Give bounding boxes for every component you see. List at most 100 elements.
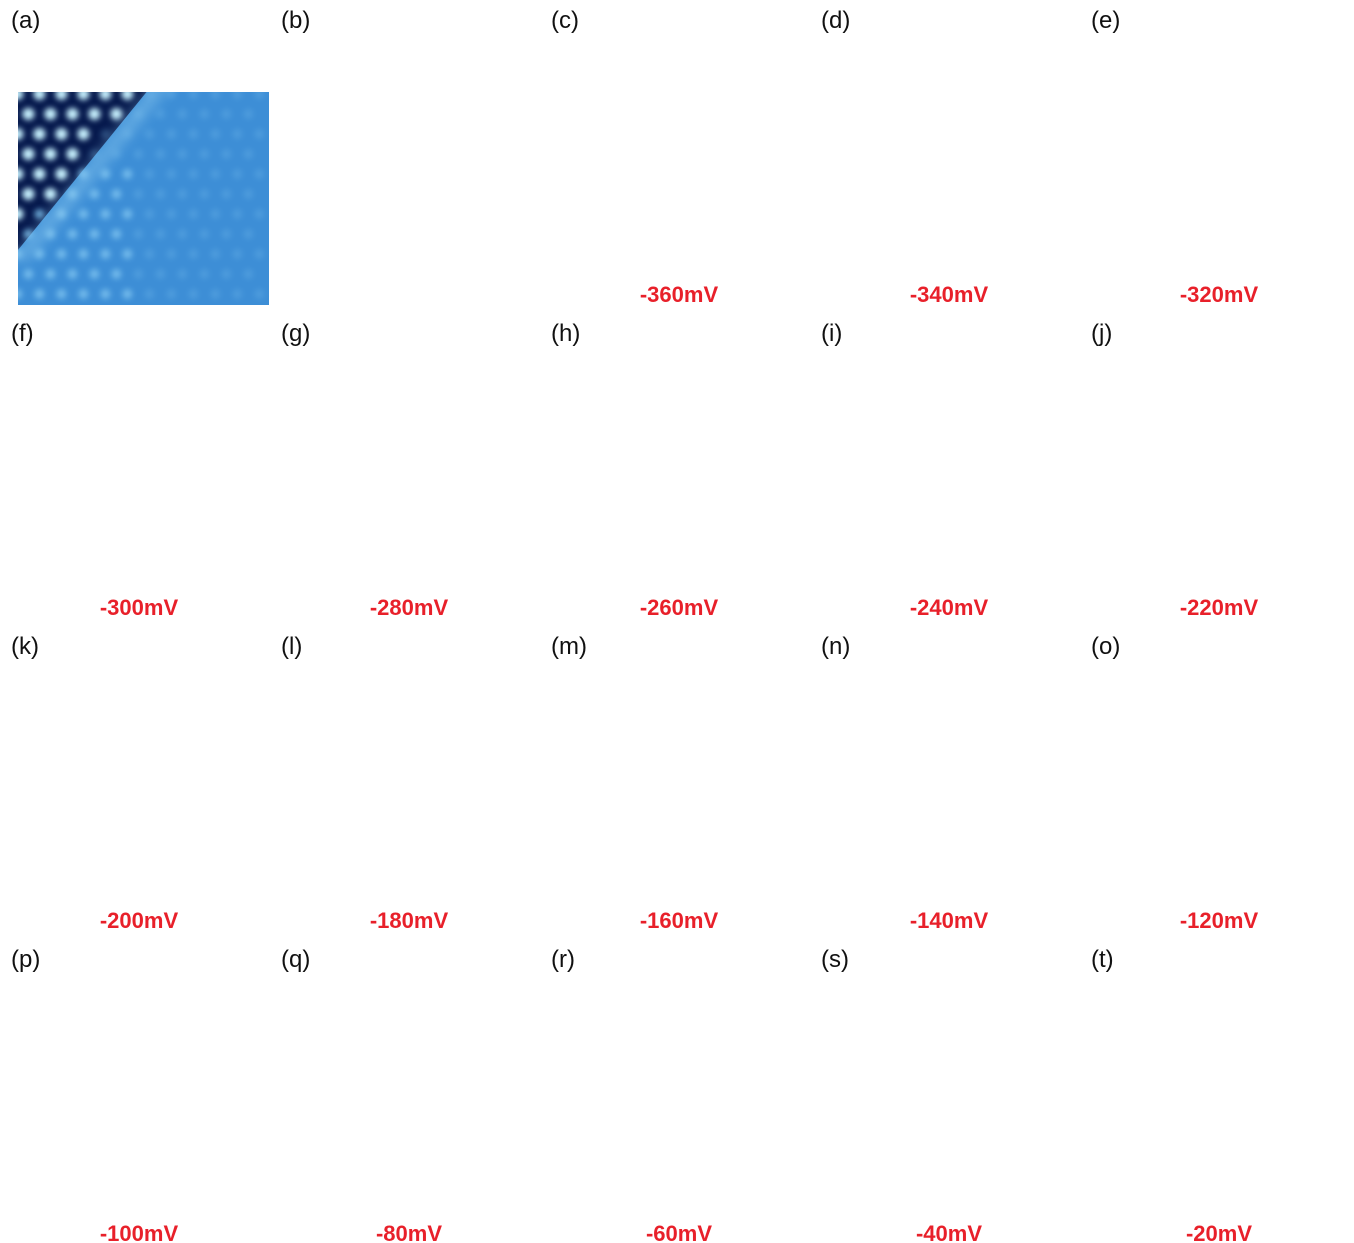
atom — [210, 129, 220, 139]
bright-spot — [351, 426, 371, 446]
step-edge-marker — [19, 997, 149, 1150]
bright-spot — [662, 410, 682, 430]
atom — [33, 168, 45, 180]
dark-region — [549, 672, 722, 931]
bright-spot — [174, 572, 216, 614]
atom — [210, 209, 220, 219]
atom — [491, 229, 501, 239]
stm-image — [549, 359, 823, 629]
atom — [22, 148, 34, 160]
atom — [155, 189, 165, 199]
bias-label: -280mV — [370, 595, 449, 620]
bright-spot — [1205, 801, 1240, 836]
panel-label: (e) — [1091, 7, 1120, 34]
bright-spot — [977, 112, 1019, 154]
bright-spot — [366, 550, 393, 577]
dark-region — [819, 46, 944, 234]
bright-spot — [866, 1109, 896, 1139]
bright-spot — [769, 846, 798, 875]
bright-spot — [520, 857, 547, 884]
atom — [326, 249, 336, 259]
bias-label: -200mV — [100, 908, 179, 933]
atom — [254, 289, 264, 299]
image-background — [279, 46, 539, 305]
atom — [337, 229, 347, 239]
atom — [414, 129, 424, 139]
atom — [359, 149, 369, 159]
step-edge-marker — [559, 58, 689, 211]
atom — [293, 269, 303, 279]
atom — [513, 109, 523, 119]
bright-spot — [140, 434, 176, 470]
atom — [425, 69, 435, 79]
atom — [221, 269, 231, 279]
bias-label: -60mV — [646, 1221, 712, 1243]
atom — [44, 148, 56, 160]
bright-spot — [1286, 1101, 1319, 1134]
atom — [392, 289, 402, 299]
atom — [348, 209, 358, 219]
bright-spot — [663, 153, 703, 193]
bright-spot — [489, 1082, 525, 1118]
atom — [303, 48, 315, 60]
dark-region — [819, 672, 997, 931]
atom — [469, 269, 479, 279]
bright-edge — [1176, 985, 1307, 1243]
atom — [232, 49, 242, 59]
atom — [111, 269, 121, 279]
bright-spot — [723, 527, 760, 564]
atom — [480, 209, 490, 219]
bright-spot — [184, 1186, 204, 1206]
atom — [210, 169, 220, 179]
atom — [34, 289, 44, 299]
bright-spot — [679, 812, 701, 834]
atom — [177, 109, 187, 119]
atom — [254, 209, 264, 219]
atom — [447, 149, 457, 159]
step-edge-marker — [289, 371, 419, 524]
atom — [11, 208, 23, 220]
bright-spot — [775, 555, 813, 593]
bright-spot — [967, 124, 997, 154]
atom — [281, 128, 293, 140]
bright-spot — [104, 1130, 144, 1170]
atom — [232, 129, 242, 139]
panel-label: (q) — [281, 946, 310, 973]
adatom — [1117, 1065, 1137, 1085]
bright-spot — [770, 882, 795, 907]
bright-spot — [1281, 195, 1302, 216]
bright-spot — [783, 832, 811, 860]
atom — [55, 88, 67, 100]
atom — [166, 89, 176, 99]
bright-spot — [1035, 108, 1075, 148]
bright-spot — [233, 1063, 261, 1091]
stm-image — [279, 359, 550, 620]
dark-region — [1089, 672, 1273, 931]
atom — [210, 249, 220, 259]
atom — [110, 68, 122, 80]
bright-spot — [98, 544, 139, 585]
bias-label: -220mV — [1180, 595, 1259, 620]
atom — [337, 189, 347, 199]
atom — [325, 168, 337, 180]
panel-label: (r) — [551, 946, 575, 973]
atom — [199, 149, 209, 159]
atom — [491, 149, 501, 159]
bright-edge — [289, 359, 428, 600]
atom — [282, 289, 292, 299]
bright-spot — [481, 837, 521, 877]
bright-spot — [737, 1157, 757, 1177]
panel-label: (a) — [11, 7, 40, 34]
step-edge-marker — [289, 997, 419, 1150]
atom — [392, 249, 402, 259]
atom — [524, 169, 534, 179]
atom — [413, 48, 425, 60]
atom — [436, 249, 446, 259]
bright-spot — [954, 486, 979, 511]
bright-spot — [1310, 597, 1337, 624]
bright-spot — [593, 1217, 629, 1243]
stm-image — [819, 359, 1081, 622]
atom — [425, 269, 435, 279]
bright-spot — [1213, 1121, 1240, 1148]
atom — [188, 249, 198, 259]
